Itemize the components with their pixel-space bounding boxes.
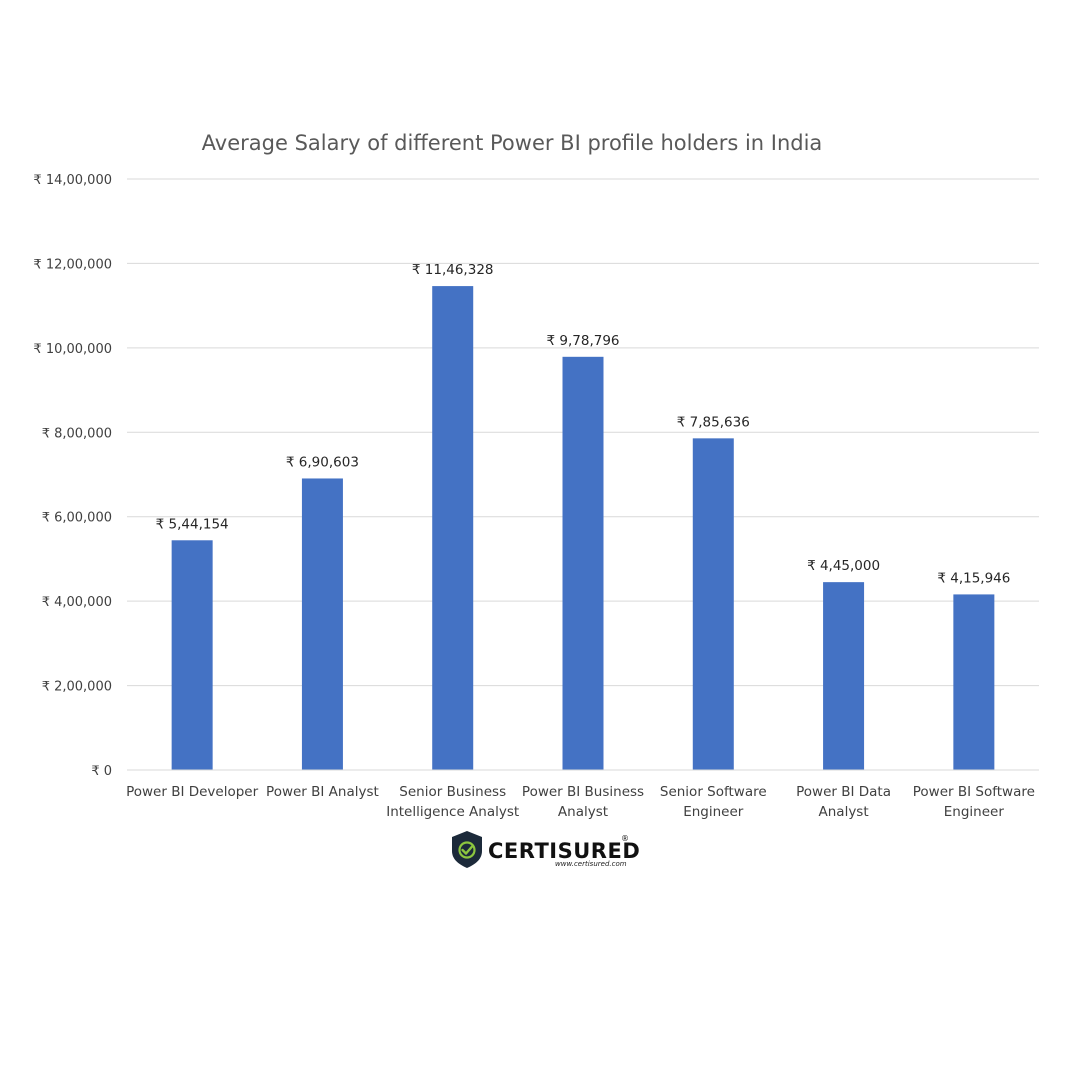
bar — [692, 438, 734, 770]
data-label: ₹ 4,45,000 — [807, 558, 880, 574]
bars — [171, 286, 995, 770]
x-tick-label: Power BI Software Engineer — [913, 784, 1035, 820]
bar — [823, 582, 865, 770]
data-label: ₹ 6,90,603 — [286, 454, 359, 470]
y-tick-label: ₹ 12,00,000 — [33, 257, 112, 272]
bar — [171, 540, 213, 770]
bar — [953, 594, 995, 770]
data-label: ₹ 11,46,328 — [412, 262, 494, 278]
y-axis-tick-labels: ₹ 0 ₹ 2,00,000 ₹ 4,00,000 ₹ 6,00,000 ₹ 8,00,… — [33, 173, 112, 779]
y-tick-label: ₹ 10,00,000 — [33, 342, 112, 357]
logo-registered-mark: ® — [621, 834, 629, 843]
y-tick-label: ₹ 14,00,000 — [33, 173, 112, 188]
x-tick-label: Senior Business Intelligence Analyst — [386, 784, 519, 820]
x-tick-label: Senior Software Engineer — [660, 784, 767, 820]
x-tick-label: Power BI Business Analyst — [522, 784, 644, 820]
shield-check-icon — [452, 831, 482, 868]
data-label: ₹ 7,85,636 — [677, 414, 750, 430]
y-tick-label: ₹ 4,00,000 — [42, 595, 112, 610]
bar — [432, 286, 474, 770]
y-tick-label: ₹ 2,00,000 — [42, 680, 112, 695]
category-labels: Power BI Developer Power BI Analyst Senior… — [126, 784, 1035, 820]
data-labels: ₹ 5,44,154 ₹ 6,90,603 ₹ 11,46,328 ₹ 9,78,79… — [156, 262, 1011, 586]
bar — [562, 356, 604, 770]
data-label: ₹ 9,78,796 — [547, 333, 620, 349]
y-tick-label: ₹ 8,00,000 — [42, 426, 112, 441]
certisured-logo: CERTISURED ® www.certisured.com — [452, 831, 640, 868]
x-tick-label: Power BI Analyst — [266, 784, 379, 800]
logo-url: www.certisured.com — [555, 860, 627, 868]
bar — [301, 478, 343, 770]
chart-title: Average Salary of different Power BI pro… — [202, 131, 823, 155]
data-label: ₹ 5,44,154 — [156, 516, 229, 532]
data-label: ₹ 4,15,946 — [937, 570, 1010, 586]
x-tick-label: Power BI Developer — [126, 784, 259, 800]
y-tick-label: ₹ 6,00,000 — [42, 511, 112, 526]
logo-wordmark: CERTISURED — [488, 839, 640, 863]
x-tick-label: Power BI Data Analyst — [796, 784, 891, 820]
y-tick-label: ₹ 0 — [91, 764, 112, 779]
